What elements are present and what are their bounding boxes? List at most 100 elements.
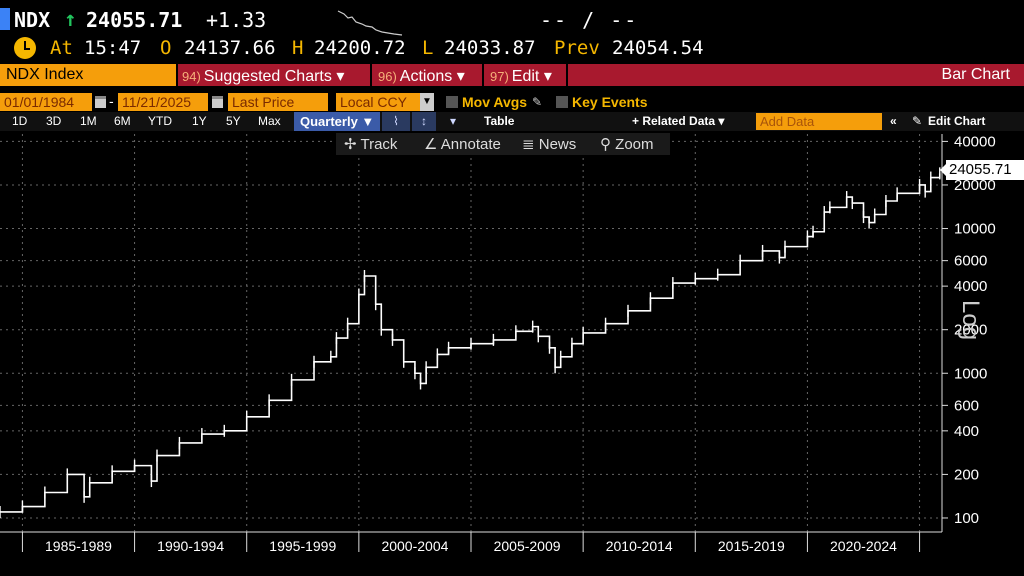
y-axis: 100 200 400 600 1000 2000 4000 6000 10000 20000 40…: [941, 133, 996, 532]
y-tick-label: 2000: [954, 322, 987, 339]
y-tick-label: 20000: [954, 177, 996, 194]
at-label: At: [50, 37, 73, 59]
field-select[interactable]: Last Price: [228, 93, 328, 111]
actions-menu[interactable]: 96) Actions ▾: [378, 64, 465, 86]
add-data-input[interactable]: Add Data: [756, 113, 882, 130]
calendar-icon[interactable]: [95, 96, 106, 108]
track-label: Track: [360, 136, 398, 153]
ticker-symbol: NDX: [14, 8, 51, 32]
x-axis: 1985-1989 1990-1994 1995-1999 2000-2004 2005…: [0, 531, 942, 554]
security-field[interactable]: NDX Index: [0, 64, 176, 86]
chevron-down-icon[interactable]: ▾: [440, 112, 466, 131]
related-data-button[interactable]: + Related Data ▾: [632, 114, 725, 128]
y-tick-label: 1000: [954, 365, 987, 382]
options-bar: 01/01/1984 - 11/21/2025 Last Price Local…: [0, 92, 1024, 112]
zoom-label: Zoom: [615, 136, 654, 153]
x-tick-label: 2005-2009: [494, 538, 561, 554]
command-bar: NDX Index 94) Suggested Charts ▾ 96) Actio…: [0, 64, 1024, 86]
menu-label: Edit ▾: [511, 68, 552, 85]
collapse-icon[interactable]: «: [890, 114, 897, 128]
y-tick-label: 10000: [954, 221, 996, 238]
y-tick-label: 200: [954, 466, 979, 483]
pencil-icon[interactable]: ✎: [912, 114, 923, 128]
edit-menu[interactable]: 97) Edit ▾: [490, 64, 552, 86]
high-value: 24200.72: [314, 37, 406, 59]
bar-chart-icon[interactable]: ↕: [412, 112, 436, 131]
end-date-input[interactable]: 11/21/2025: [118, 93, 208, 111]
quote-detail-row: At 15:47 O 24137.66 H 24200.72 L 24033.8…: [0, 36, 1024, 62]
y-tick-label: 6000: [954, 253, 987, 270]
zoom-button[interactable]: ⚲ Zoom: [600, 136, 654, 153]
last-price-flag: 24055.71: [940, 160, 1024, 180]
table-button[interactable]: Table: [484, 114, 515, 128]
low-value: 24033.87: [444, 37, 536, 59]
x-tick-label: 2015-2019: [718, 538, 785, 554]
news-button[interactable]: ≣ News: [522, 136, 577, 153]
range-3d[interactable]: 3D: [46, 114, 62, 128]
log-scale-label: Log: [957, 300, 984, 341]
y-tick-label: 100: [954, 510, 979, 527]
intraday-sparkline-icon: [337, 10, 403, 36]
chevron-down-icon[interactable]: ▼: [420, 93, 434, 111]
mov-avgs-label[interactable]: Mov Avgs: [462, 94, 528, 110]
menu-label: Suggested Charts ▾: [203, 68, 345, 85]
last-price: 24055.71: [86, 8, 183, 32]
pencil-icon[interactable]: ✎: [532, 95, 543, 109]
open-value: 24137.66: [184, 37, 276, 59]
chart-grid: [0, 134, 942, 532]
quote-header: NDX ↑ 24055.71 +1.33 -- / --: [0, 6, 1024, 36]
news-label: News: [538, 136, 577, 153]
currency-select[interactable]: Local CCY: [336, 93, 420, 111]
start-date-input[interactable]: 01/01/1984: [0, 93, 92, 111]
edit-chart-button[interactable]: Edit Chart: [928, 114, 986, 128]
security-accent-bar: [0, 8, 10, 30]
date-dash: -: [109, 93, 114, 109]
periodicity-select[interactable]: Quarterly ▼: [294, 112, 381, 131]
prev-value: 24054.54: [612, 37, 704, 59]
range-6m[interactable]: 6M: [114, 114, 131, 128]
menu-label: Actions ▾: [399, 68, 465, 85]
clock-icon: [14, 37, 36, 59]
calendar-icon[interactable]: [212, 96, 223, 108]
y-tick-label: 40000: [954, 133, 996, 150]
x-tick-label: 1990-1994: [157, 538, 224, 554]
range-1y[interactable]: 1Y: [192, 114, 207, 128]
menu-number: 94): [182, 69, 201, 84]
track-button[interactable]: ✢ Track: [344, 136, 398, 153]
x-tick-label: 2020-2024: [830, 538, 897, 554]
chart-type-title: Bar Chart: [941, 66, 1010, 83]
line-chart-icon[interactable]: ⌇: [382, 112, 410, 131]
x-tick-label: 2010-2014: [606, 538, 673, 554]
divider: [370, 64, 372, 86]
key-events-checkbox[interactable]: [556, 96, 568, 108]
chart-toolbar: ✢ Track ∠ Annotate ≣ News ⚲ Zoom: [336, 133, 670, 155]
divider: [566, 64, 568, 86]
suggested-charts-menu[interactable]: 94) Suggested Charts ▾: [182, 64, 344, 86]
range-5y[interactable]: 5Y: [226, 114, 241, 128]
high-label: H: [292, 37, 304, 59]
quote-time: 15:47: [84, 37, 142, 59]
price-line: [0, 173, 941, 513]
mov-avgs-checkbox[interactable]: [446, 96, 458, 108]
key-events-label[interactable]: Key Events: [572, 94, 648, 110]
range-1m[interactable]: 1M: [80, 114, 97, 128]
x-tick-label: 2000-2004: [381, 538, 448, 554]
range-ytd[interactable]: YTD: [148, 114, 172, 128]
x-tick-label: 1995-1999: [269, 538, 336, 554]
menu-number: 97): [490, 69, 509, 84]
annotate-button[interactable]: ∠ Annotate: [424, 136, 501, 153]
range-1d[interactable]: 1D: [12, 114, 28, 128]
y-tick-label: 400: [954, 423, 979, 440]
divider: [176, 64, 178, 86]
y-tick-label: 4000: [954, 278, 987, 295]
annotate-label: Annotate: [440, 136, 501, 153]
prev-label: Prev: [554, 37, 600, 59]
x-tick-label: 1985-1989: [45, 538, 112, 554]
range-max[interactable]: Max: [258, 114, 281, 128]
low-label: L: [422, 37, 434, 59]
open-label: O: [160, 37, 172, 59]
divider: [482, 64, 484, 86]
menu-number: 96): [378, 69, 397, 84]
price-chart[interactable]: 100 200 400 600 1000 2000 4000 6000 10000 20000 40…: [0, 132, 1024, 576]
up-arrow-icon: ↑: [64, 7, 77, 31]
